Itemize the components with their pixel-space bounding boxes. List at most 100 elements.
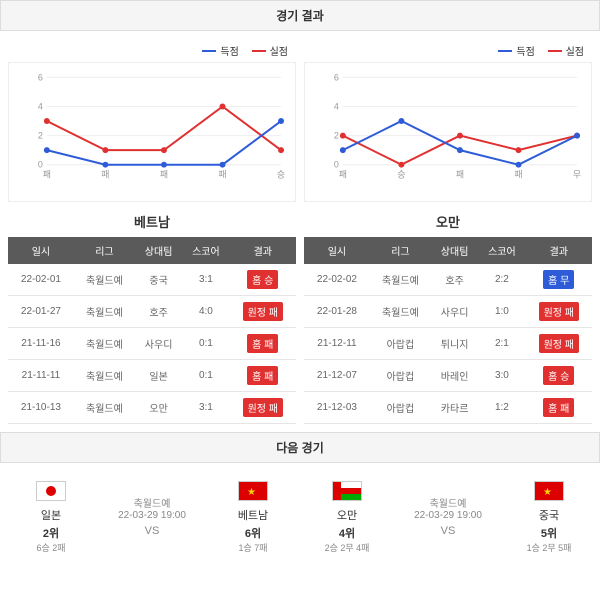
team-rank: 6위 [218,525,288,541]
next-match-card[interactable]: 오만 4위 2승 2무 4패 축월드예 22-03-29 19:00 VS ★ … [304,471,592,564]
match-datetime: 22-03-29 19:00 [118,510,186,521]
svg-text:2: 2 [334,131,339,141]
match-league: 축월드예 [118,495,186,510]
team-title: 오만 [304,202,592,237]
legend-against: 실점 [252,43,288,58]
team-record: 2승 2무 4패 [312,541,382,554]
match-right-team: ★ 중국 5위 1승 2무 5패 [514,481,584,554]
cell-result: 홈 패 [526,392,592,424]
table-header-cell: 스코어 [478,237,525,264]
legend-for: 득점 [498,43,534,58]
cell-league: 축월드예 [370,296,431,328]
results-table: 일시리그상대팀스코어결과 22-02-02 축월드예 호주 2:2 홈 무 22… [304,237,592,424]
svg-text:승: 승 [277,170,285,180]
team-title: 베트남 [8,202,296,237]
table-row[interactable]: 21-10-13 축월드예 오만 3:1 원정 패 [8,392,296,424]
cell-result: 홈 무 [526,264,592,296]
result-badge: 홈 패 [247,366,278,385]
cell-result: 홈 승 [230,264,296,296]
flag-icon: ★ [238,481,268,501]
svg-text:패: 패 [514,170,522,180]
cell-date: 21-12-03 [304,392,370,424]
team-name: 중국 [514,507,584,523]
cell-score: 1:0 [478,296,525,328]
table-row[interactable]: 21-11-11 축월드예 일본 0:1 홈 패 [8,360,296,392]
table-row[interactable]: 22-01-28 축월드예 사우디 1:0 원정 패 [304,296,592,328]
cell-league: 아랍컵 [370,392,431,424]
team-rank: 5위 [514,525,584,541]
chart-box: 0246패패패패승 [8,62,296,202]
team-panel: 득점 실점 0246패승패패무오만일시리그상대팀스코어결과 22-02-02 축… [304,39,592,424]
team-record: 6승 2패 [16,541,86,554]
cell-opponent: 사우디 [135,328,182,360]
table-header-cell: 리그 [370,237,431,264]
cell-date: 21-11-11 [8,360,74,392]
results-table: 일시리그상대팀스코어결과 22-02-01 축월드예 중국 3:1 홈 승 22… [8,237,296,424]
cell-date: 21-12-11 [304,328,370,360]
svg-text:무: 무 [573,170,581,180]
team-rank: 4위 [312,525,382,541]
cell-date: 21-12-07 [304,360,370,392]
result-badge: 원정 패 [539,334,579,353]
chart-svg: 0246패패패패승 [29,71,287,181]
cell-result: 홈 패 [230,360,296,392]
vs-label: VS [118,525,186,537]
next-match-panels: 일본 2위 6승 2패 축월드예 22-03-29 19:00 VS ★ 베트남… [0,463,600,572]
cell-score: 3:0 [478,360,525,392]
cell-league: 아랍컵 [370,328,431,360]
cell-league: 축월드예 [74,264,135,296]
svg-text:4: 4 [334,101,339,111]
cell-opponent: 오만 [135,392,182,424]
svg-text:승: 승 [397,170,405,180]
cell-score: 2:2 [478,264,525,296]
cell-score: 3:1 [182,392,229,424]
match-right-team: ★ 베트남 6위 1승 7패 [218,481,288,554]
cell-league: 축월드예 [370,264,431,296]
cell-result: 홈 승 [526,360,592,392]
next-section-header: 다음 경기 [0,432,600,463]
cell-score: 0:1 [182,360,229,392]
table-row[interactable]: 22-02-01 축월드예 중국 3:1 홈 승 [8,264,296,296]
table-header-cell: 상대팀 [431,237,478,264]
vs-label: VS [414,525,482,537]
result-badge: 원정 패 [539,302,579,321]
cell-date: 22-01-27 [8,296,74,328]
table-row[interactable]: 21-12-07 아랍컵 바레인 3:0 홈 승 [304,360,592,392]
flag-icon [332,481,362,501]
svg-text:0: 0 [38,160,43,170]
svg-text:패: 패 [339,170,347,180]
result-badge: 홈 승 [247,270,278,289]
cell-opponent: 바레인 [431,360,478,392]
result-badge: 홈 승 [543,366,574,385]
table-header-cell: 결과 [230,237,296,264]
cell-score: 1:2 [478,392,525,424]
next-match-card[interactable]: 일본 2위 6승 2패 축월드예 22-03-29 19:00 VS ★ 베트남… [8,471,296,564]
team-name: 오만 [312,507,382,523]
cell-league: 축월드예 [74,392,135,424]
team-rank: 2위 [16,525,86,541]
table-row[interactable]: 22-02-02 축월드예 호주 2:2 홈 무 [304,264,592,296]
table-row[interactable]: 21-12-03 아랍컵 카타르 1:2 홈 패 [304,392,592,424]
svg-text:6: 6 [38,72,43,82]
team-record: 1승 2무 5패 [514,541,584,554]
svg-text:★: ★ [247,487,256,498]
result-badge: 홈 무 [543,270,574,289]
table-row[interactable]: 21-11-16 축월드예 사우디 0:1 홈 패 [8,328,296,360]
cell-opponent: 카타르 [431,392,478,424]
cell-date: 22-02-01 [8,264,74,296]
legend-for: 득점 [202,43,238,58]
result-badge: 원정 패 [243,302,283,321]
cell-opponent: 일본 [135,360,182,392]
cell-opponent: 튀니지 [431,328,478,360]
cell-league: 축월드예 [74,328,135,360]
table-row[interactable]: 21-12-11 아랍컵 튀니지 2:1 원정 패 [304,328,592,360]
cell-result: 원정 패 [230,296,296,328]
cell-result: 홈 패 [230,328,296,360]
table-header-cell: 상대팀 [135,237,182,264]
cell-result: 원정 패 [526,296,592,328]
result-badge: 홈 패 [543,398,574,417]
svg-text:4: 4 [38,101,43,111]
svg-text:패: 패 [456,170,464,180]
cell-opponent: 호주 [135,296,182,328]
table-row[interactable]: 22-01-27 축월드예 호주 4:0 원정 패 [8,296,296,328]
